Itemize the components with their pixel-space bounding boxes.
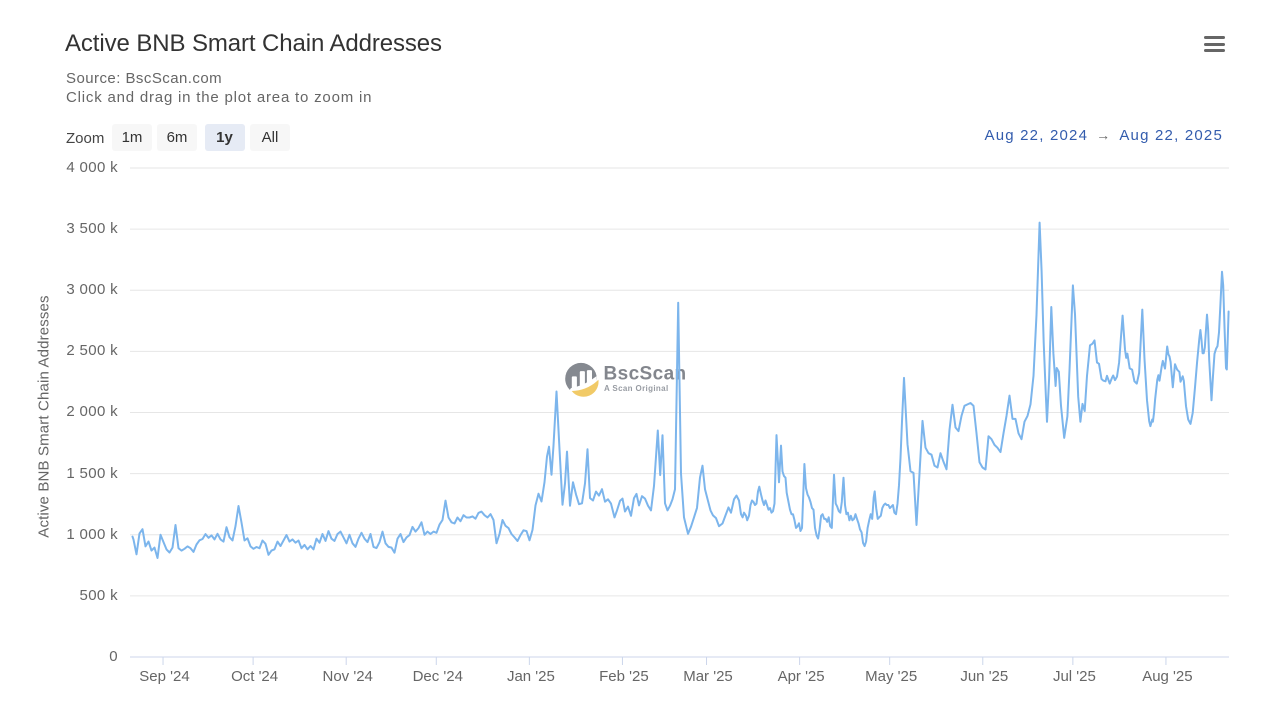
svg-text:A Scan Original: A Scan Original (604, 384, 669, 393)
svg-text:Active BNB Smart Chain Address: Active BNB Smart Chain Addresses (36, 295, 53, 537)
svg-text:BscScan: BscScan (604, 364, 687, 385)
